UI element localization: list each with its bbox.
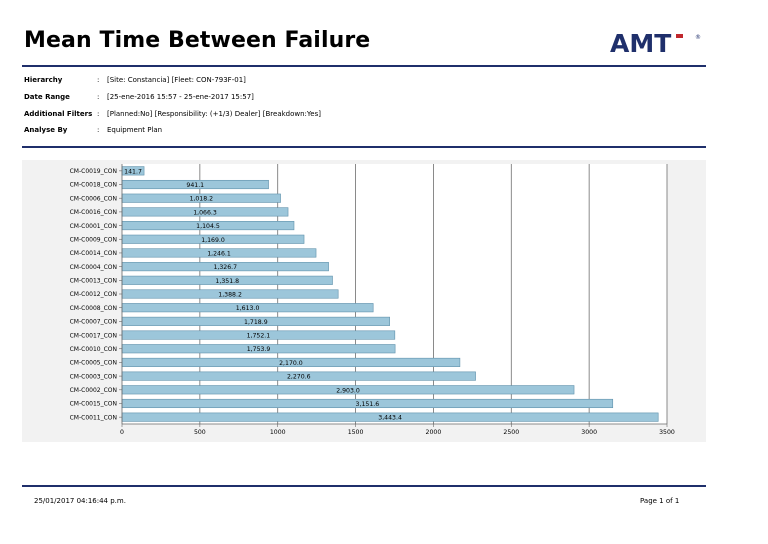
filter-label: Additional Filters: [24, 109, 93, 118]
category-label: CM-C0018_CON: [70, 182, 117, 189]
category-label: CM-C0008_CON: [70, 305, 117, 312]
category-label: CM-C0015_CON: [70, 401, 117, 408]
category-label: CM-C0014_CON: [70, 250, 117, 257]
bar-value-label: 1,718.9: [244, 319, 268, 326]
x-tick-label: 0: [120, 429, 124, 436]
bar-value-label: 1,169.0: [201, 237, 225, 244]
category-label: CM-C0004_CON: [70, 264, 117, 271]
header-rule: [22, 65, 706, 67]
category-label: CM-C0002_CON: [70, 387, 117, 394]
logo-text: AMT: [610, 30, 671, 56]
category-label: CM-C0017_CON: [70, 332, 117, 339]
bar-value-label: 1,246.1: [207, 250, 231, 257]
category-label: CM-C0016_CON: [70, 209, 117, 216]
filter-colon: :: [97, 109, 100, 118]
amt-logo: AMT ®: [610, 30, 701, 56]
category-label: CM-C0001_CON: [70, 223, 117, 230]
bar-value-label: 2,170.0: [279, 360, 303, 367]
filter-rule: [22, 146, 706, 148]
category-label: CM-C0007_CON: [70, 319, 117, 326]
x-tick-label: 3000: [581, 429, 597, 436]
filter-value: [25-ene-2016 15:57 - 25-ene-2017 15:57]: [107, 92, 254, 101]
x-tick-label: 3500: [659, 429, 675, 436]
bar-value-label: 1,066.3: [193, 209, 217, 216]
logo-registered-mark: ®: [695, 34, 701, 41]
filter-value: [Site: Constancia] [Fleet: CON-793F-01]: [107, 76, 246, 84]
footer-page-number: Page 1 of 1: [640, 497, 680, 505]
x-tick-label: 500: [194, 429, 206, 436]
bar-value-label: 1,104.5: [196, 223, 220, 230]
category-label: CM-C0005_CON: [70, 360, 117, 367]
bar-value-label: 3,443.4: [378, 415, 402, 422]
filter-label: Date Range: [24, 92, 70, 101]
bar-value-label: 1,326.7: [213, 264, 237, 271]
filter-colon: :: [97, 92, 100, 101]
bar-value-label: 2,270.6: [287, 374, 311, 381]
bar-value-label: 3,151.6: [356, 401, 380, 408]
bar-value-label: 941.1: [186, 182, 204, 189]
bar-value-label: 1,753.9: [247, 346, 271, 353]
report-title: Mean Time Between Failure: [24, 28, 371, 53]
bar-value-label: 1,388.2: [218, 292, 242, 299]
filter-colon: :: [97, 126, 100, 135]
category-label: CM-C0003_CON: [70, 373, 117, 380]
mtbf-bar-chart: 141.7 CM-C0019_CON 941.1 CM-C0018_CON 1,018.…: [70, 164, 675, 436]
logo-accent: [676, 34, 683, 38]
filter-colon: :: [97, 76, 100, 84]
bar-value-label: 141.7: [124, 168, 142, 175]
filter-label: Analyse By: [24, 126, 68, 135]
footer-rule: [22, 485, 706, 487]
filter-value: Equipment Plan: [107, 126, 163, 135]
x-tick-label: 2500: [503, 429, 519, 436]
bar-value-label: 1,351.8: [215, 278, 239, 285]
category-label: CM-C0013_CON: [70, 278, 117, 285]
category-label: CM-C0011_CON: [70, 414, 117, 421]
category-label: CM-C0010_CON: [70, 346, 117, 353]
category-label: CM-C0006_CON: [70, 195, 117, 202]
category-label: CM-C0009_CON: [70, 236, 117, 243]
chart-panel: 141.7 CM-C0019_CON 941.1 CM-C0018_CON 1,018.…: [22, 160, 706, 442]
x-tick-label: 1500: [348, 429, 364, 436]
category-label: CM-C0012_CON: [70, 291, 117, 298]
footer-timestamp: 25/01/2017 04:16:44 p.m.: [34, 497, 126, 505]
x-tick-label: 2000: [426, 429, 442, 436]
x-tick-label: 1000: [270, 429, 286, 436]
bar-value-label: 1,613.0: [236, 305, 260, 312]
category-label: CM-C0019_CON: [70, 168, 117, 175]
bar-value-label: 2,903.0: [336, 387, 360, 394]
bar-value-label: 1,752.1: [247, 333, 271, 340]
bar-value-label: 1,018.2: [189, 196, 213, 203]
filter-value: [Planned:No] [Responsibility: (+1/3) Dea…: [107, 109, 321, 118]
filter-label: Hierarchy: [24, 76, 63, 84]
